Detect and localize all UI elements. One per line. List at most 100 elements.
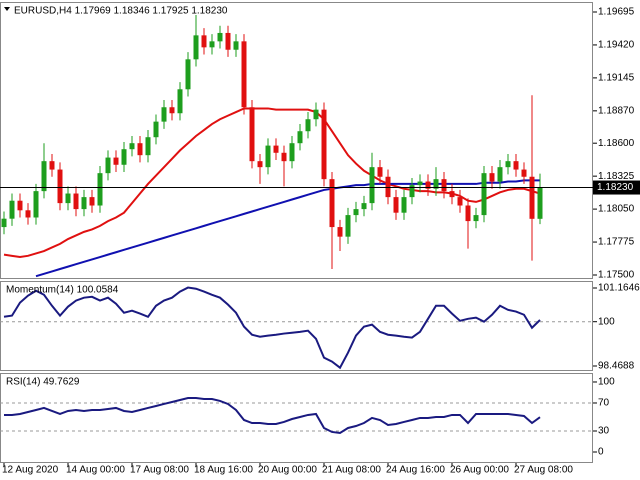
y-tick-label: 1.19420 xyxy=(598,40,635,51)
candle-body xyxy=(337,227,343,237)
candle-body xyxy=(25,210,31,218)
y-tick-label: 0 xyxy=(598,447,604,458)
candle-body xyxy=(41,161,47,192)
y-tick-label: 101.1646 xyxy=(598,283,640,294)
candle-body xyxy=(169,107,175,114)
candle-body xyxy=(385,176,391,198)
price-label-box xyxy=(593,180,640,195)
candle-body xyxy=(489,173,495,182)
candle-body xyxy=(49,161,55,170)
candle-body xyxy=(185,59,191,90)
candle-body xyxy=(289,143,295,162)
y-tick-label: 30 xyxy=(598,426,610,437)
candle-body xyxy=(177,89,183,114)
candle-body xyxy=(513,161,519,170)
menu-triangle xyxy=(4,7,10,11)
panel-frame xyxy=(0,373,593,463)
candle-body xyxy=(329,179,335,228)
candle-body xyxy=(361,203,367,210)
candle-body xyxy=(9,200,15,219)
y-tick-label: 100 xyxy=(598,377,615,388)
x-tick-label: 20 Aug 00:00 xyxy=(258,465,317,476)
candle-body xyxy=(497,167,503,182)
candle-body xyxy=(505,161,511,168)
candle-body xyxy=(377,167,383,177)
candle-body xyxy=(521,169,527,177)
x-tick-label: 18 Aug 16:00 xyxy=(194,465,253,476)
candle-body xyxy=(401,197,407,213)
candle-body xyxy=(97,173,103,206)
indicator-line xyxy=(4,397,541,435)
candle-body xyxy=(313,109,319,120)
y-tick-label: 70 xyxy=(598,398,610,409)
candle-body xyxy=(73,193,79,210)
candle-body xyxy=(297,131,303,144)
candle-body xyxy=(441,179,447,192)
candle-body xyxy=(305,119,311,132)
candle-body xyxy=(369,167,375,204)
y-tick-label: 1.18050 xyxy=(598,204,635,215)
candle-body xyxy=(321,109,327,180)
y-tick-label: 1.17775 xyxy=(598,237,635,248)
candle-body xyxy=(457,197,463,206)
candle-body xyxy=(225,32,231,50)
panel-plot xyxy=(0,397,593,435)
x-tick-label: 26 Aug 00:00 xyxy=(450,465,509,476)
candle-body xyxy=(265,145,271,168)
price-label: 1.18230 xyxy=(597,182,634,193)
panel-plot xyxy=(1,14,543,278)
candle-body xyxy=(129,143,135,150)
candle-body xyxy=(409,185,415,198)
candle-body xyxy=(81,197,87,210)
y-tick-label: 1.18870 xyxy=(598,105,635,116)
x-tick-label: 24 Aug 16:00 xyxy=(386,465,445,476)
candle-body xyxy=(417,181,423,186)
candle-body xyxy=(105,157,111,174)
candle-body xyxy=(17,200,23,211)
candle-body xyxy=(121,149,127,165)
candle-body xyxy=(145,137,151,156)
y-tick-label: 1.18325 xyxy=(598,171,635,182)
candle-body xyxy=(473,215,479,222)
candle-body xyxy=(449,191,455,198)
x-tick-label: 17 Aug 08:00 xyxy=(130,465,189,476)
panel-title: EURUSD,H4 1.17969 1.18346 1.17925 1.1823… xyxy=(14,6,228,17)
panel-plot xyxy=(0,286,593,370)
candle-body xyxy=(217,32,223,42)
candle-body xyxy=(393,197,399,213)
y-tick-label: 98.4688 xyxy=(598,361,635,372)
candle-body xyxy=(57,169,63,204)
x-tick-label: 12 Aug 2020 xyxy=(2,465,59,476)
candle-body xyxy=(113,157,119,165)
candle-body xyxy=(537,187,543,219)
candle-body xyxy=(273,145,279,153)
y-tick-label: 1.19695 xyxy=(598,7,635,18)
candle-body xyxy=(481,173,487,216)
indicator-line xyxy=(3,286,541,370)
candle-body xyxy=(465,205,471,222)
candle-body xyxy=(345,215,351,237)
candle-body xyxy=(425,181,431,189)
x-tick-label: 27 Aug 08:00 xyxy=(514,465,573,476)
y-tick-label: 1.18600 xyxy=(598,138,635,149)
candle-body xyxy=(257,161,263,168)
panel-title: Momentum(14) 100.0584 xyxy=(6,285,119,296)
candle-body xyxy=(137,143,143,156)
candle-body xyxy=(353,209,359,216)
panel-title: RSI(14) 49.7629 xyxy=(6,377,80,388)
candle-body xyxy=(89,197,95,206)
candle-body xyxy=(201,35,207,48)
candle-body xyxy=(233,41,239,50)
candle-body xyxy=(161,107,167,122)
candle-body xyxy=(153,121,159,138)
candle-body xyxy=(433,179,439,189)
candle-body xyxy=(281,152,287,162)
x-tick-label: 21 Aug 08:00 xyxy=(322,465,381,476)
panel-frame xyxy=(0,2,593,279)
y-tick-label: 1.17500 xyxy=(598,270,635,281)
x-tick-label: 14 Aug 00:00 xyxy=(66,465,125,476)
candle-body xyxy=(193,35,199,60)
moving-average xyxy=(35,179,540,278)
